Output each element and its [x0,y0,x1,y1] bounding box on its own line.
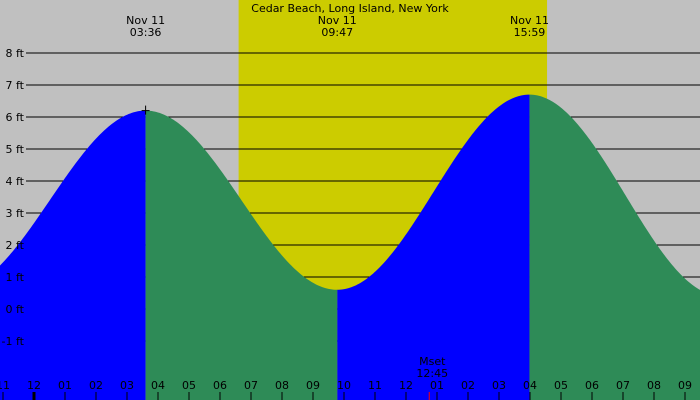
x-tick-label: 06 [585,379,599,392]
x-tick-label: 03 [120,379,134,392]
moon-event-time: 12:45 [416,367,448,380]
x-tick-label: 12 [27,379,41,392]
x-tick-label: 03 [492,379,506,392]
x-tick-label: 04 [523,379,537,392]
falling-tide-area [145,110,338,400]
x-tick-label: 02 [461,379,475,392]
extreme-date-label: Nov 11 [126,14,165,27]
y-tick-label: 8 ft [6,47,25,60]
y-tick-label: 7 ft [6,79,25,92]
extreme-time-label: 15:59 [514,26,546,39]
y-axis-labels: 8 ft 7 ft 6 ft 5 ft 4 ft 3 ft 2 ft 1 ft 0 ft -1 f… [2,47,25,348]
x-tick-label: 12 [399,379,413,392]
falling-tide-area [529,94,700,400]
y-tick-label: 5 ft [6,143,25,156]
extreme-time-label: 03:36 [130,26,162,39]
x-tick-label: 08 [647,379,661,392]
extreme-time-label: 09:47 [321,26,353,39]
x-tick-label: 08 [275,379,289,392]
rising-tide-area [337,94,530,400]
x-tick-label: 07 [616,379,630,392]
y-tick-label: -1 ft [2,335,25,348]
x-tick-label: 05 [182,379,196,392]
y-tick-label: 3 ft [6,207,25,220]
x-tick-label: 06 [213,379,227,392]
x-tick-label: 11 [0,379,10,392]
extreme-date-label: Nov 11 [318,14,357,27]
chart-title: Cedar Beach, Long Island, New York [251,2,449,15]
x-tick-label: 09 [678,379,692,392]
y-tick-label: 0 ft [6,303,25,316]
x-axis-ticks: 11 12 01 02 03 04 05 06 07 08 09 10 11 12 01 02 03 04 05 06… [0,379,692,400]
x-tick-label: 11 [368,379,382,392]
x-tick-label: 01 [58,379,72,392]
x-tick-label: 07 [244,379,258,392]
extreme-date-label: Nov 11 [510,14,549,27]
x-tick-label: 09 [306,379,320,392]
tide-areas [0,94,700,400]
x-tick-label: 02 [89,379,103,392]
rising-tide-area [0,110,146,400]
x-tick-label: 05 [554,379,568,392]
y-tick-label: 6 ft [6,111,25,124]
x-tick-label: 01 [430,379,444,392]
x-tick-label: 10 [337,379,351,392]
y-tick-label: 1 ft [6,271,25,284]
x-tick-label: 04 [151,379,165,392]
y-tick-label: 4 ft [6,175,25,188]
moon-event-label: Mset [419,355,446,368]
y-tick-label: 2 ft [6,239,25,252]
